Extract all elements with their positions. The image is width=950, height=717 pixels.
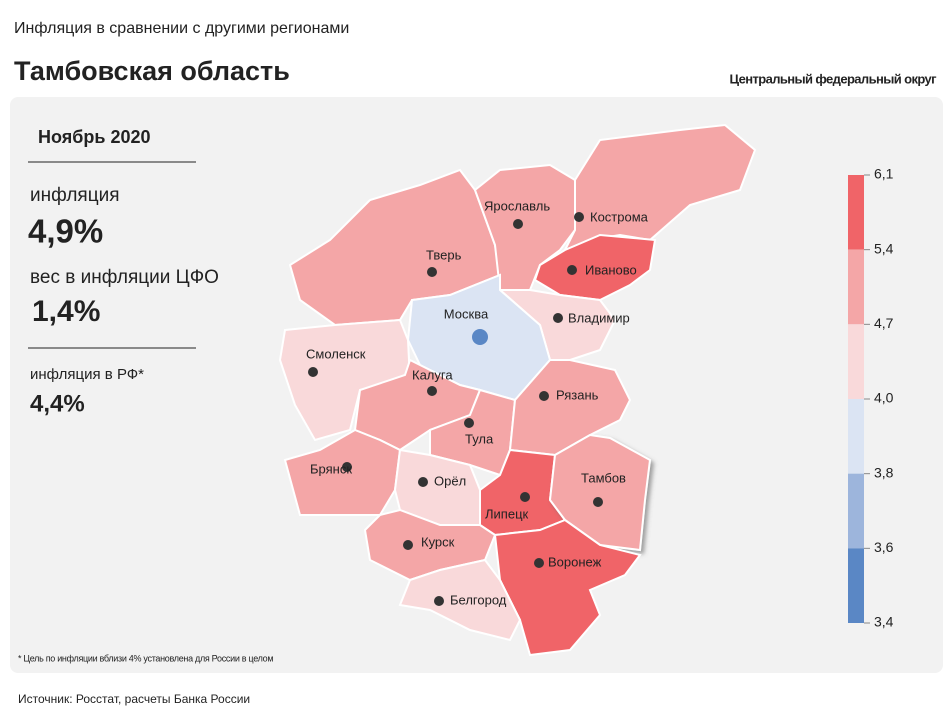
region-dot [534, 558, 544, 568]
legend-band [848, 399, 864, 474]
region-label: Москва [444, 306, 489, 321]
region-dot [434, 596, 444, 606]
legend-band [848, 324, 864, 399]
region [548, 433, 652, 552]
region-label: Иваново [585, 262, 637, 277]
legend-tick-label: 5,4 [874, 240, 894, 256]
legend: 6,1 5,4 4,7 4,0 3,8 3,6 3,4 [848, 166, 894, 630]
inflation-label: инфляция [30, 185, 119, 206]
region-dot [520, 492, 530, 502]
region-label: Тула [465, 431, 494, 446]
legend-band [848, 548, 864, 623]
legend-tick-label: 3,8 [874, 464, 894, 480]
region-label: Воронеж [548, 554, 602, 569]
region-dot [418, 477, 428, 487]
region-label: Тамбов [581, 470, 626, 485]
region-dot [593, 497, 603, 507]
inflation-value: 4,9% [28, 213, 103, 250]
legend-tick-label: 6,1 [874, 166, 894, 182]
region-label: Кострома [590, 209, 649, 224]
weight-label: вес в инфляции ЦФО [30, 267, 219, 288]
region-label: Липецк [485, 506, 529, 521]
legend-band [848, 473, 864, 549]
region [533, 233, 657, 302]
region-label: Курск [421, 534, 455, 549]
footnote: * Цель по инфляции вблизи 4% установлена… [18, 653, 273, 663]
weight-value: 1,4% [32, 295, 100, 328]
period: Ноябрь 2020 [38, 127, 150, 147]
region-label: Ярославль [484, 198, 550, 213]
rf-label: инфляция в РФ* [30, 366, 144, 383]
region-dot [308, 367, 318, 377]
region [353, 358, 482, 452]
region-label: Белгород [450, 592, 507, 607]
region-dot [427, 386, 437, 396]
legend-band [848, 175, 864, 250]
region-label: Орёл [434, 473, 466, 488]
region-dot [427, 267, 437, 277]
region-label: Рязань [556, 387, 599, 402]
legend-tick-label: 4,7 [874, 315, 894, 331]
region-dot [403, 540, 413, 550]
region-label: Владимир [568, 310, 630, 325]
region-dot [574, 212, 584, 222]
legend-band [848, 249, 864, 325]
region-label: Тверь [426, 247, 462, 262]
regions: Тверь Ярославль Кострома Иваново Владимир Мос… [278, 123, 757, 657]
region-dot [539, 391, 549, 401]
region-dot [553, 313, 563, 323]
region [398, 558, 522, 642]
source: Источник: Росстат, расчеты Банка России [18, 692, 250, 706]
region-dot [567, 265, 577, 275]
region-dot [342, 462, 352, 472]
district: Центральный федеральный округ [730, 71, 938, 86]
region-dot [513, 219, 523, 229]
region-label: Брянск [310, 461, 352, 476]
legend-tick-label: 3,6 [874, 539, 894, 555]
legend-tick-label: 3,4 [874, 614, 894, 630]
title: Тамбовская область [14, 56, 290, 86]
kicker: Инфляция в сравнении с другими регионами [14, 20, 349, 37]
legend-tick-label: 4,0 [874, 390, 894, 406]
region-label: Калуга [412, 367, 453, 382]
region-dot [472, 329, 488, 345]
region-dot [464, 418, 474, 428]
region-label: Смоленск [306, 346, 366, 361]
rf-value: 4,4% [30, 390, 85, 417]
